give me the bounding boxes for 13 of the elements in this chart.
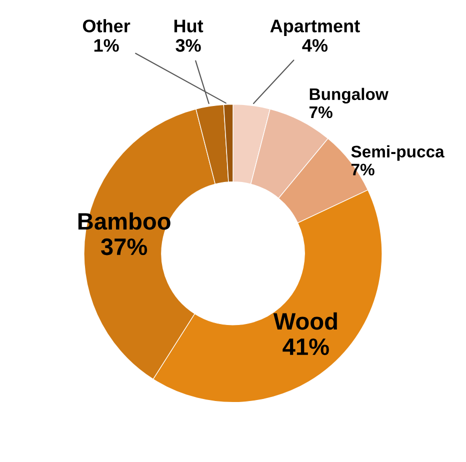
slice-label: Semi-pucca [351, 145, 444, 161]
slice-label: Other [82, 19, 130, 32]
slice-label: Apartment [270, 20, 360, 36]
data-label: 3% [176, 39, 201, 52]
data-label: 1% [94, 39, 119, 52]
slice-label: Wood [273, 312, 337, 330]
data-label: 7% [309, 106, 332, 118]
data-label: 4% [302, 39, 328, 52]
data-label: 7% [351, 164, 374, 176]
data-label: 37% [100, 238, 148, 256]
slice-label: Hut [174, 20, 204, 32]
data-label: 41% [282, 338, 329, 356]
slice-label: Bungalow [310, 88, 388, 104]
